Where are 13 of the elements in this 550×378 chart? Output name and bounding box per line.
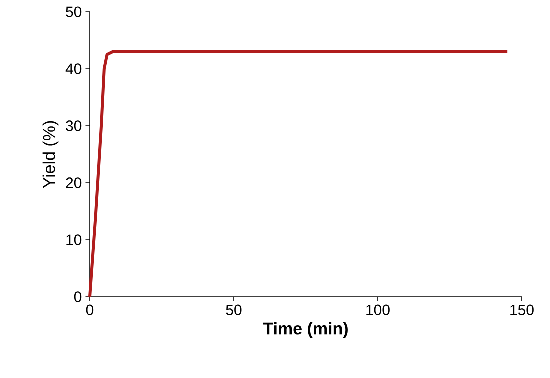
x-tick-label: 0 — [86, 304, 94, 316]
x-tick-label: 50 — [226, 304, 242, 316]
line-series — [88, 50, 510, 298]
y-tick-label: 50 — [66, 6, 82, 18]
y-axis-title: Yield (%) — [42, 121, 59, 188]
y-tick-label: 20 — [66, 178, 82, 188]
y-tick-label: 10 — [66, 234, 82, 246]
x-tick-label: 100 — [366, 304, 390, 316]
y-tick-label: 40 — [66, 64, 82, 74]
y-tick-label: 30 — [66, 120, 82, 132]
y-tick-label: 0 — [74, 292, 82, 302]
x-axis-title: Time (min) — [263, 322, 348, 338]
x-tick-label: 150 — [510, 304, 534, 316]
